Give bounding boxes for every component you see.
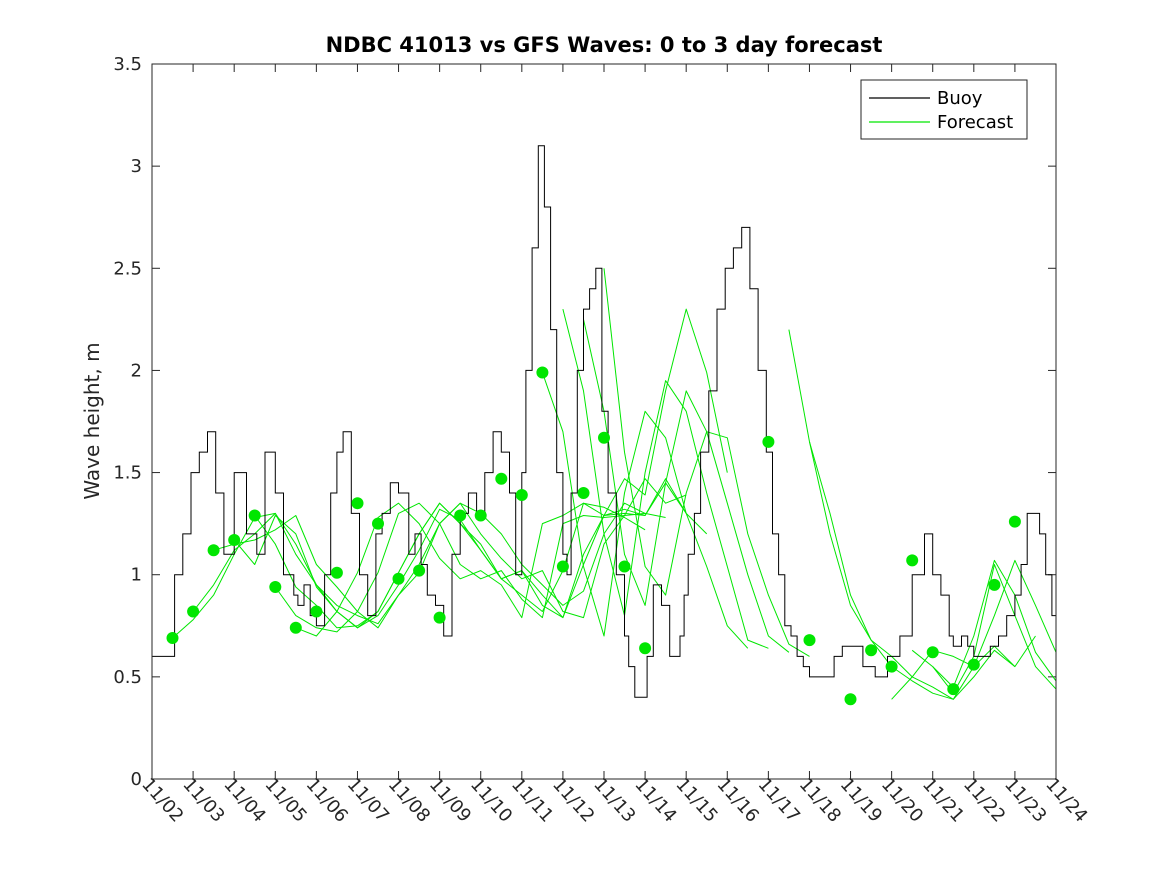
forecast-dot [454, 509, 467, 522]
legend-box [860, 79, 1028, 140]
forecast-line [788, 329, 1016, 700]
forecast-dot [515, 489, 528, 501]
forecast-dot [947, 683, 960, 696]
forecast-line [911, 559, 1057, 688]
forecast-dot [967, 658, 980, 671]
legend-forecast-label: Forecast [937, 112, 1013, 133]
forecast-dot [844, 693, 857, 706]
y-tick-label: 3 [131, 156, 142, 177]
forecast-dot [639, 642, 652, 655]
y-tick-label: 3.5 [113, 54, 142, 75]
forecast-dot [577, 487, 590, 499]
forecast-dot [310, 605, 323, 618]
forecast-dot [248, 509, 261, 522]
forecast-dot [269, 581, 282, 593]
forecast-line [583, 319, 790, 653]
legend-buoy-label: Buoy [937, 88, 983, 109]
forecast-dot [988, 578, 1001, 591]
forecast-dot [865, 644, 878, 657]
axis-ticks [151, 63, 1057, 780]
legend: Buoy Forecast [860, 79, 1028, 140]
y-tick-label: 2 [131, 360, 142, 381]
forecast-dot [598, 431, 610, 444]
forecast-dot [536, 366, 549, 379]
forecast-dot [474, 509, 487, 522]
forecast-line [603, 268, 810, 657]
forecast-line [562, 308, 769, 649]
forecast-dot [885, 660, 898, 673]
forecast-dot [228, 534, 241, 546]
buoy-series [152, 145, 1057, 698]
y-tick-labels: 0 0.5 1 1.5 2 2.5 3 3.5 [113, 54, 142, 790]
y-tick-label: 0.5 [113, 667, 142, 688]
forecast-dot [1008, 515, 1021, 528]
forecast-line [192, 502, 646, 629]
forecast-dot [166, 632, 179, 644]
forecast-dot [207, 544, 220, 557]
forecast-dot [926, 646, 939, 659]
forecast-series [172, 268, 1057, 700]
forecast-dot [372, 517, 384, 530]
forecast-dot [618, 560, 631, 573]
forecast-line [809, 441, 1036, 700]
plot-frame [151, 63, 1057, 780]
y-axis-label: Wave height, m [80, 342, 104, 499]
forecast-line [541, 372, 749, 649]
forecast-dot [556, 560, 569, 573]
forecast-dot [906, 554, 919, 567]
forecast-dot [187, 605, 200, 618]
plot-area [152, 64, 1056, 779]
forecast-line [295, 308, 728, 637]
y-tick-label: 2.5 [113, 258, 142, 279]
forecast-dot [803, 634, 816, 647]
forecast-dot [413, 564, 426, 577]
forecast-dot [495, 472, 508, 485]
forecast-markers [166, 366, 1021, 706]
y-tick-label: 1.5 [113, 463, 142, 484]
forecast-dot [392, 572, 405, 585]
y-tick-label: 0 [131, 769, 142, 790]
chart-title: NDBC 41013 vs GFS Waves: 0 to 3 day fore… [326, 33, 883, 57]
forecast-dot [351, 497, 364, 510]
y-tick-label: 1 [131, 565, 142, 586]
forecast-dot [762, 435, 775, 448]
forecast-line [172, 502, 646, 639]
forecast-line [274, 478, 687, 633]
forecast-dot [330, 566, 343, 579]
buoy-line [152, 145, 1057, 698]
forecast-dot [433, 611, 446, 624]
forecast-dot [289, 621, 302, 634]
